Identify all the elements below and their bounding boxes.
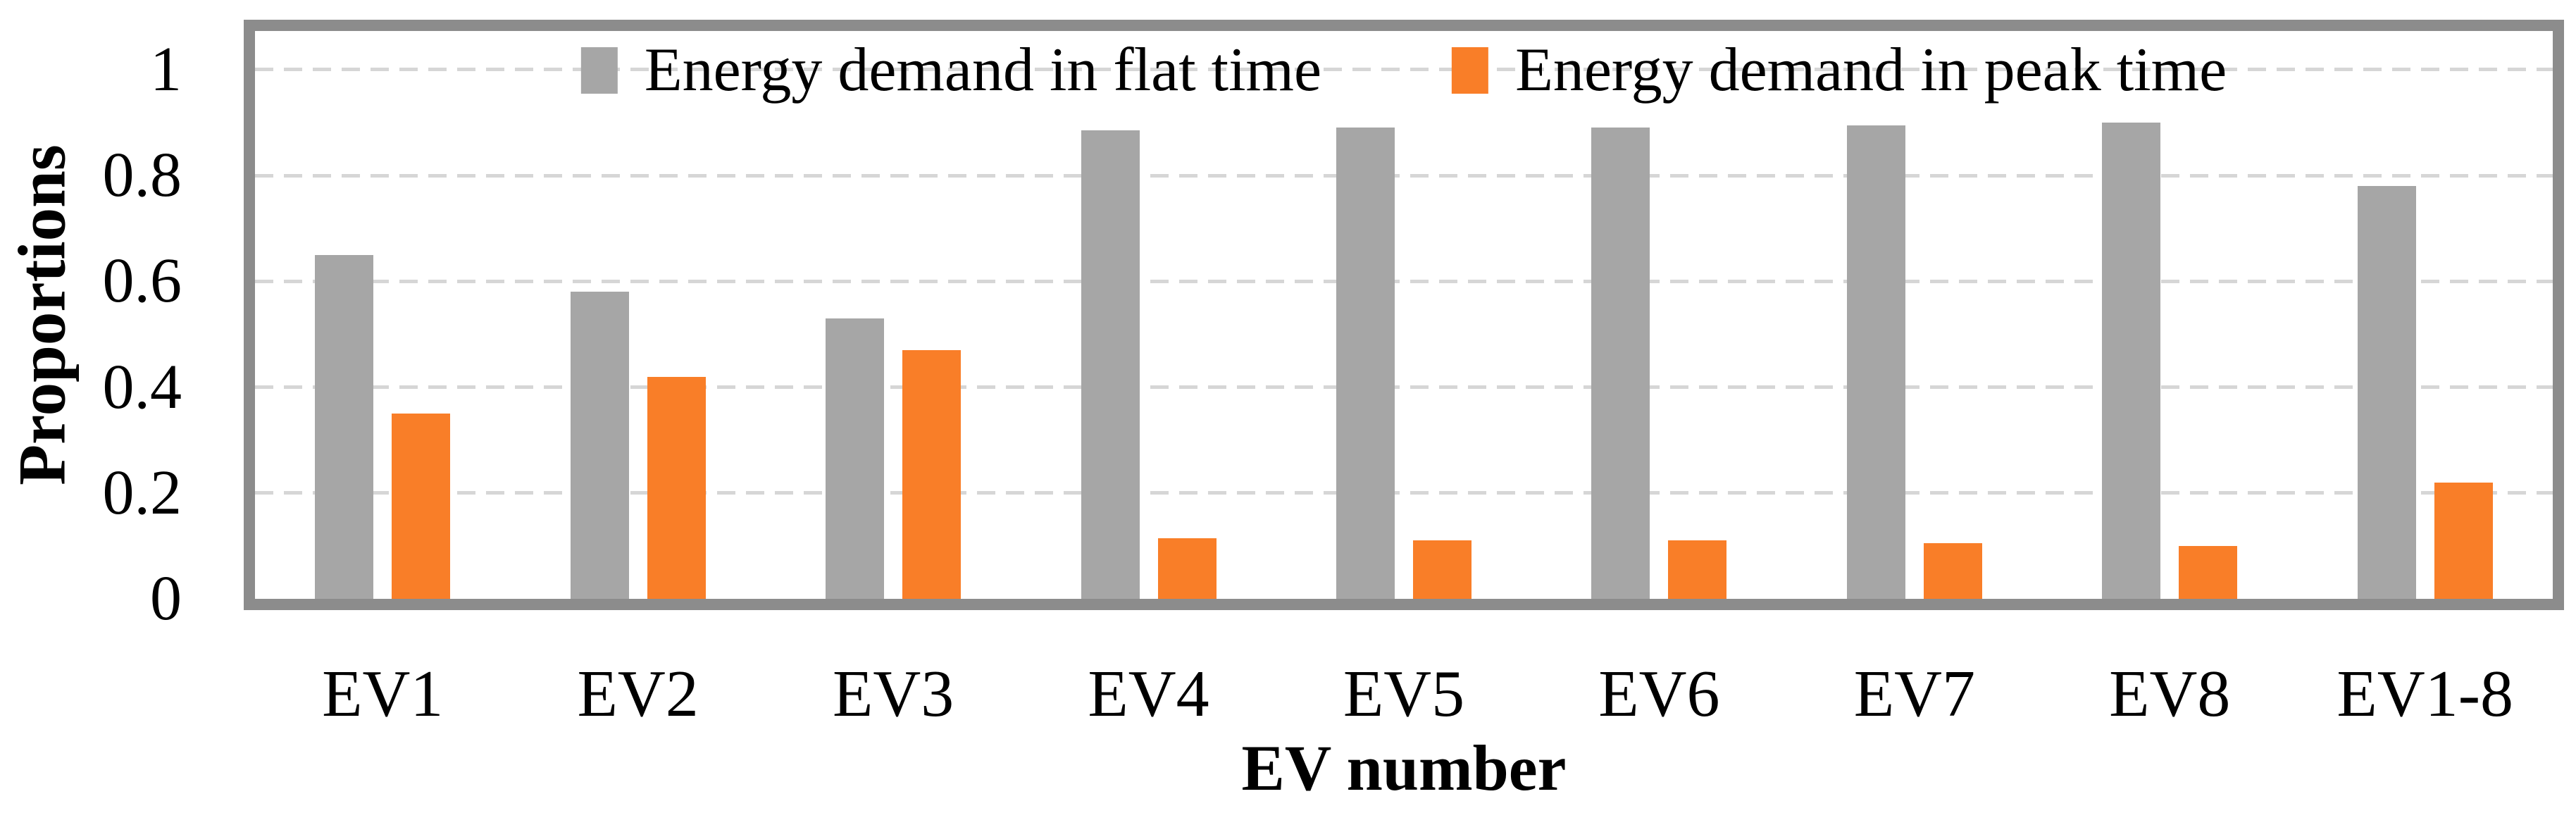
y-tick-label-0.2: 0.2: [102, 457, 182, 528]
y-tick-label-0.4: 0.4: [102, 352, 182, 422]
bar-group-EV1: [255, 31, 510, 599]
plot-area: Energy demand in flat time Energy demand…: [244, 20, 2564, 610]
bar-EV1-8-peak: [2434, 482, 2493, 599]
legend-item-flat-time: Energy demand in flat time: [580, 36, 1322, 104]
legend-item-peak-time: Energy demand in peak time: [1452, 39, 2227, 101]
bar-EV7-peak: [1923, 543, 1982, 599]
plot-inner: Energy demand in flat time Energy demand…: [255, 31, 2553, 599]
bar-EV3-peak: [902, 349, 962, 599]
bar-EV1-flat: [315, 254, 374, 599]
bar-EV5-flat: [1336, 128, 1395, 599]
x-tick-label-EV6: EV6: [1598, 657, 1720, 731]
legend-swatch-peak-icon: [1452, 47, 1489, 94]
x-tick-label-EV8: EV8: [2109, 657, 2231, 731]
x-axis-tick-labels: EV1 EV2 EV3 EV4 EV5 EV6 EV7 EV8 EV1-8: [255, 661, 2553, 727]
x-tick-label-EV2: EV2: [577, 657, 699, 731]
bar-EV5-peak: [1412, 540, 1471, 599]
x-tick-label-EV1: EV1: [322, 657, 444, 731]
gridline-0.2: [255, 491, 2553, 495]
bar-EV6-peak: [1668, 540, 1727, 599]
bar-EV6-flat: [1591, 128, 1650, 599]
y-tick-label-0: 0: [150, 564, 182, 633]
bar-EV4-flat: [1081, 130, 1140, 599]
bar-EV2-peak: [647, 376, 706, 599]
bar-group-EV2: [510, 31, 765, 599]
y-tick-label-0.8: 0.8: [102, 140, 182, 211]
bar-group-EV3: [766, 31, 1021, 599]
gridline-0.8: [255, 173, 2553, 178]
bar-group-EV7: [1787, 31, 2042, 599]
bar-EV2-flat: [570, 292, 629, 599]
bar-group-EV6: [1531, 31, 1786, 599]
legend: Energy demand in flat time Energy demand…: [580, 36, 2227, 104]
bar-EV3-flat: [826, 318, 885, 599]
x-axis-title: EV number: [1241, 732, 1567, 804]
bar-group-EV1-8: [2298, 31, 2553, 599]
y-tick-label-1: 1: [150, 34, 182, 104]
bar-EV8-peak: [2179, 545, 2238, 599]
x-tick-label-EV7: EV7: [1853, 657, 1975, 731]
x-tick-label-EV4: EV4: [1088, 657, 1209, 731]
bar-group-EV8: [2042, 31, 2297, 599]
bar-group-EV5: [1276, 31, 1531, 599]
gridline-0.4: [255, 385, 2553, 390]
bar-EV4-peak: [1157, 538, 1217, 599]
legend-swatch-flat-icon: [580, 47, 618, 94]
legend-label-peak: Energy demand in peak time: [1515, 36, 2227, 104]
gridline-0.6: [255, 279, 2553, 283]
bar-EV8-flat: [2102, 122, 2161, 599]
bars-container: [255, 31, 2553, 599]
bar-EV1-8-flat: [2357, 186, 2416, 599]
y-tick-label-0.6: 0.6: [102, 246, 182, 316]
x-tick-label-EV1-8: EV1-8: [2337, 657, 2514, 731]
bar-EV7-flat: [1846, 125, 1905, 599]
legend-label-flat: Energy demand in flat time: [644, 36, 1322, 104]
bar-EV1-peak: [392, 414, 451, 599]
bar-group-EV4: [1021, 31, 1276, 599]
x-tick-label-EV3: EV3: [832, 657, 954, 731]
gridline-1: [255, 68, 2553, 72]
x-tick-label-EV5: EV5: [1343, 657, 1465, 731]
